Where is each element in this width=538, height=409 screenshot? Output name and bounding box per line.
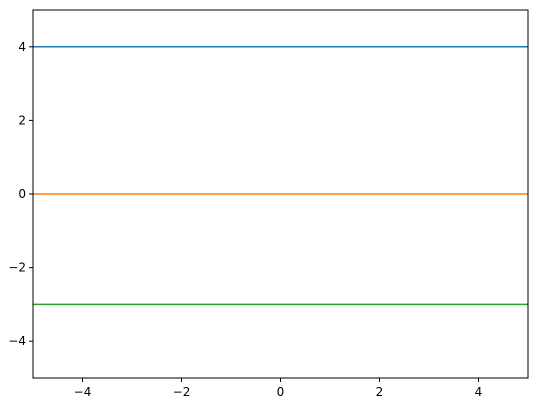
y-tick-label: −4 (8, 334, 26, 348)
x-tick-label: 2 (376, 385, 384, 399)
series-layer (33, 46, 528, 306)
plot-frame (32, 9, 529, 379)
x-tick-label: −2 (173, 385, 191, 399)
y-tick-label: 2 (18, 113, 26, 127)
x-tick-label: 4 (475, 385, 483, 399)
y-tick-label: 0 (18, 187, 26, 201)
y-axis: −4 −2 0 2 4 (8, 40, 33, 348)
x-axis: −4 −2 0 2 4 (74, 378, 483, 399)
x-tick-label: −4 (74, 385, 92, 399)
y-tick-label: 4 (18, 40, 26, 54)
y-tick-label: −2 (8, 261, 26, 275)
x-tick-label: 0 (277, 385, 285, 399)
